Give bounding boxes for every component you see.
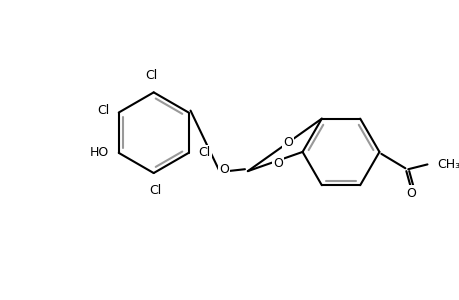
Text: Cl: Cl xyxy=(146,69,157,82)
Text: O: O xyxy=(405,187,415,200)
Text: HO: HO xyxy=(90,146,109,159)
Text: O: O xyxy=(273,157,282,170)
Text: Cl: Cl xyxy=(149,184,162,196)
Text: Cl: Cl xyxy=(97,104,109,117)
Text: O: O xyxy=(282,136,292,148)
Text: O: O xyxy=(218,163,228,176)
Text: Cl: Cl xyxy=(198,146,210,159)
Text: CH₃: CH₃ xyxy=(436,158,459,171)
